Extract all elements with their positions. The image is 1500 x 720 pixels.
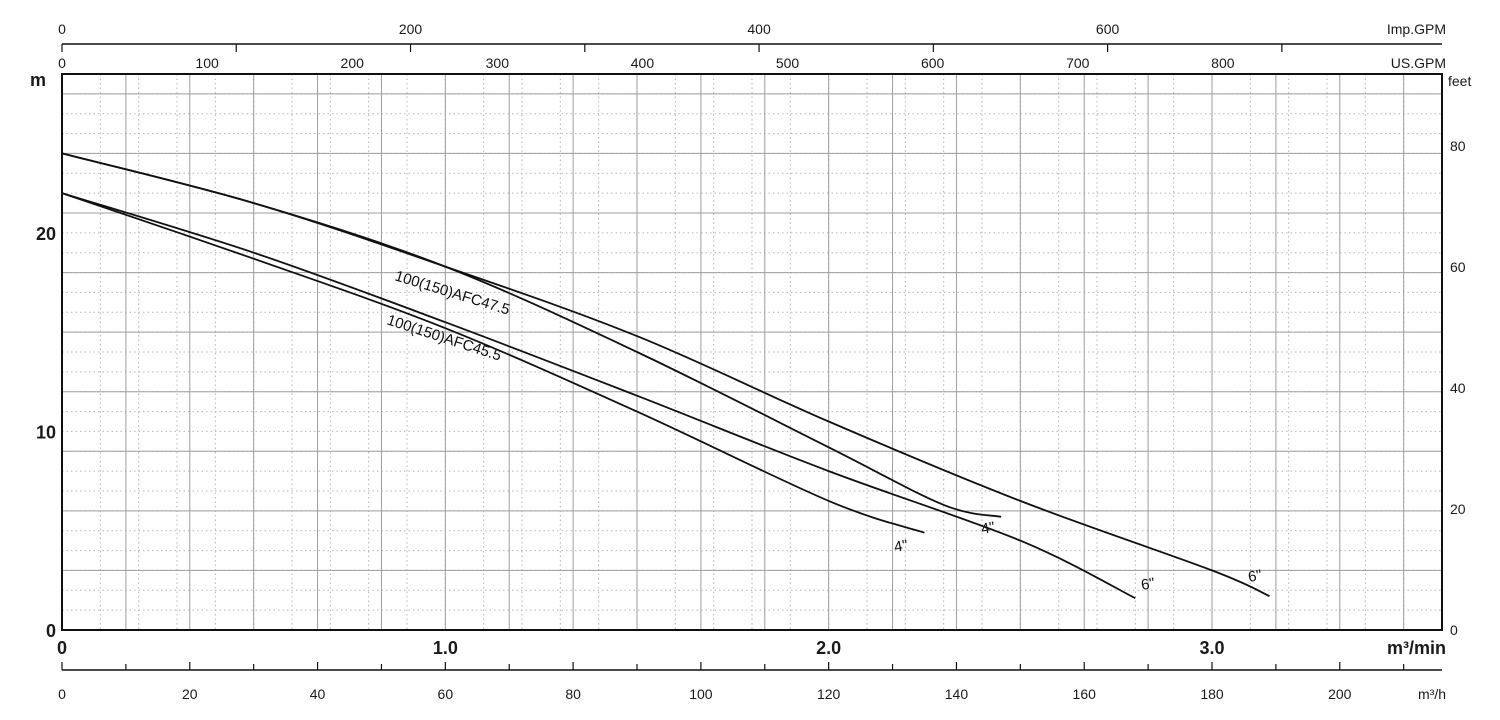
m3h-unit-label: m³/h [1418,686,1446,702]
m3h-tick-label: 0 [58,686,66,702]
m3h-tick-label: 120 [817,686,841,702]
curve-series-0 [61,152,1270,598]
curve-series-1 [61,152,1002,518]
m3min-unit-label: m³/min [1387,638,1446,658]
m3h-tick-label: 140 [945,686,969,702]
m3h-tick-label: 20 [182,686,198,702]
feet-tick-label: 60 [1450,259,1466,275]
us-gpm-tick-label: 600 [921,55,945,71]
m3min-ticks: 0 1.0 2.0 3.0 [57,638,1225,658]
curve-label-afc475: 100(150)AFC47.5 [393,268,512,319]
imp-gpm-tick-label: 400 [747,21,771,37]
performance-curves [61,152,1270,600]
minor-grid [62,74,1442,630]
feet-ticks: 0 20 40 60 80 [1450,138,1466,638]
meters-unit-label: m [30,70,46,90]
us-gpm-tick-label: 500 [776,55,800,71]
us-gpm-tick-label: 800 [1211,55,1235,71]
curve-series-3 [61,192,925,534]
us-gpm-tick-label: 300 [486,55,510,71]
imp-gpm-tick-label: 600 [1096,21,1120,37]
m3h-tick-label: 40 [310,686,326,702]
m3min-tick-label: 1.0 [433,638,458,658]
us-gpm-ticks: 0 100 200 300 400 500 600 700 800 [58,55,1235,71]
m3min-tick-label: 3.0 [1199,638,1224,658]
imp-gpm-tick-label: 0 [58,21,66,37]
m3h-tick-label: 80 [565,686,581,702]
imp-gpm-tick-label: 200 [399,21,423,37]
feet-unit-label: feet [1448,73,1471,89]
us-gpm-unit-label: US.GPM [1391,55,1446,71]
meters-tick-label: 0 [46,621,56,641]
m3h-tick-label: 60 [438,686,454,702]
m3min-tick-label: 2.0 [816,638,841,658]
us-gpm-tick-label: 0 [58,55,66,71]
m3h-tick-label: 200 [1328,686,1352,702]
curve-series-2 [61,192,1136,600]
major-grid [62,74,1442,630]
meters-tick-label: 20 [36,224,56,244]
variant-label-afc455-6in: 6" [1140,575,1156,594]
feet-tick-label: 80 [1450,138,1466,154]
imp-gpm-unit-label: Imp.GPM [1387,21,1446,37]
meters-tick-label: 10 [36,422,56,442]
variant-label-afc475-4in: 4" [980,519,996,538]
plot-frame [61,73,1443,631]
variant-label-afc455-4in: 4" [893,537,909,556]
variant-label-afc475-6in: 6" [1247,567,1263,586]
m3h-tick-label: 160 [1073,686,1097,702]
m3h-ticks: 0 20 40 60 80 100 120 140 160 180 200 [58,662,1405,702]
us-gpm-tick-label: 400 [631,55,655,71]
imp-gpm-ticks: 0 200 400 600 [58,21,1283,52]
meters-ticks: 0 10 20 [36,224,56,641]
m3h-tick-label: 100 [689,686,713,702]
us-gpm-tick-label: 200 [341,55,365,71]
us-gpm-tick-label: 700 [1066,55,1090,71]
m3min-tick-label: 0 [57,638,67,658]
m3h-tick-label: 180 [1200,686,1224,702]
feet-tick-label: 40 [1450,380,1466,396]
feet-tick-label: 20 [1450,501,1466,517]
feet-tick-label: 0 [1450,622,1458,638]
us-gpm-tick-label: 100 [195,55,219,71]
